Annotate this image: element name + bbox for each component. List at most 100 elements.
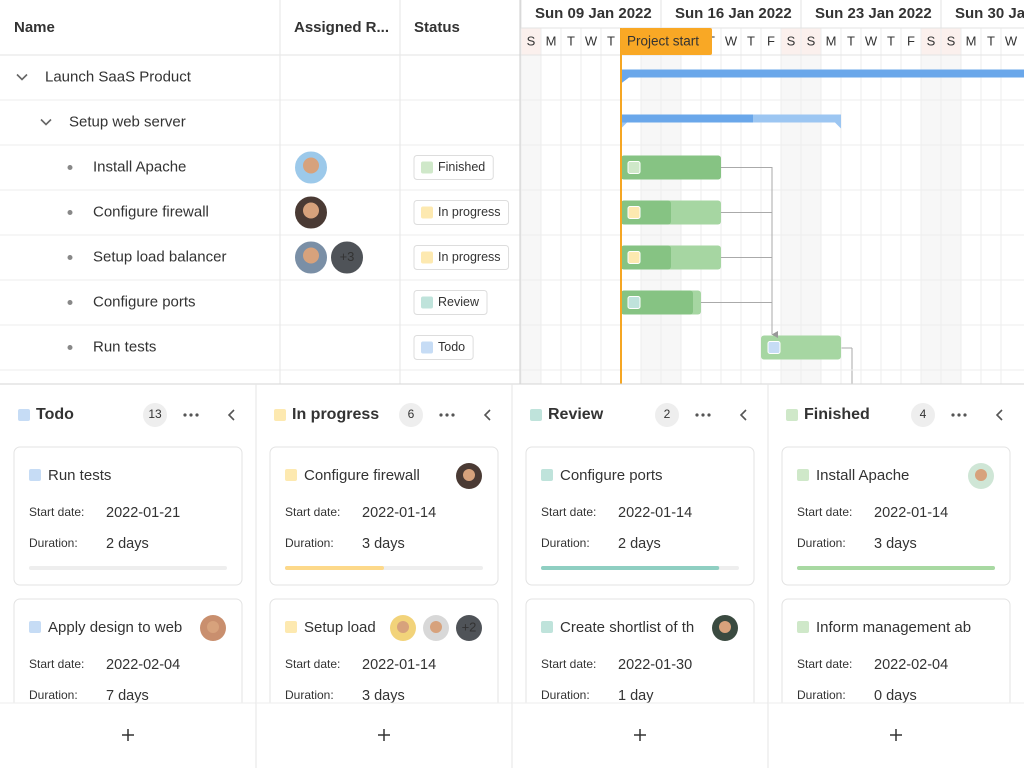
task-status-dot — [627, 161, 641, 174]
status-tag — [413, 245, 510, 270]
progress-fill — [285, 566, 384, 570]
start-label: Start date: — [541, 657, 596, 671]
add-button[interactable] — [634, 729, 646, 741]
day-label: S — [807, 33, 816, 48]
card-title: Configure ports — [560, 467, 663, 484]
column-title: In progress — [292, 406, 379, 423]
collapse-button[interactable] — [227, 409, 235, 421]
weekend-shade — [801, 28, 821, 55]
bullet — [67, 165, 73, 170]
gantt-bg — [0, 0, 1024, 384]
add-button[interactable] — [378, 729, 390, 741]
duration-value: 2 days — [618, 536, 661, 552]
day-label: T — [887, 33, 895, 48]
card[interactable] — [781, 598, 1011, 737]
avatar-face — [303, 247, 319, 264]
column-title: Finished — [804, 406, 870, 423]
collapse-button[interactable] — [995, 409, 1003, 421]
summary-progress — [621, 114, 753, 123]
day-label: T — [987, 33, 995, 48]
card-dot — [541, 621, 553, 633]
day-label: M — [966, 33, 977, 48]
progress-fill — [541, 566, 720, 570]
bullet — [67, 300, 73, 305]
count-badge — [655, 403, 679, 427]
menu-dot[interactable] — [695, 413, 699, 417]
duration-value: 2 days — [106, 536, 149, 552]
status-dot — [421, 251, 433, 264]
column-count: 13 — [148, 407, 162, 421]
duration-label: Duration: — [285, 536, 334, 550]
expand-toggle[interactable] — [16, 73, 28, 81]
avatar-face — [463, 469, 475, 481]
status-tag — [413, 155, 494, 180]
card-title: Install Apache — [816, 467, 909, 484]
expand-toggle[interactable] — [40, 118, 52, 126]
weekend-shade — [781, 28, 801, 55]
card-dot — [797, 621, 809, 633]
menu-dot[interactable] — [195, 413, 199, 417]
column-header: Status — [414, 19, 460, 36]
day-label: T — [747, 33, 755, 48]
bullet — [67, 255, 73, 260]
menu-dot[interactable] — [445, 413, 449, 417]
menu-dot[interactable] — [701, 413, 705, 417]
add-button[interactable] — [122, 729, 134, 741]
card[interactable] — [525, 598, 755, 737]
week-label: Sun 16 Jan 2022 — [675, 5, 792, 22]
card[interactable] — [269, 446, 499, 586]
status-label: Todo — [438, 340, 465, 354]
weekend-shade — [521, 55, 541, 384]
count-badge — [143, 403, 167, 427]
status-tag — [413, 200, 510, 225]
week-label: Sun 23 Jan 2022 — [815, 5, 932, 22]
day-label: T — [607, 33, 615, 48]
task-progress — [621, 155, 721, 180]
card-title: Apply design to web — [48, 619, 182, 636]
card-title: Create shortlist of th — [560, 619, 694, 636]
count-badge — [399, 403, 423, 427]
start-label: Start date: — [29, 657, 84, 671]
project-start-tag — [621, 28, 712, 55]
day-label: T — [847, 33, 855, 48]
menu-dot[interactable] — [439, 413, 443, 417]
avatar-face — [303, 157, 319, 174]
card[interactable] — [781, 446, 1011, 586]
menu-dot[interactable] — [951, 413, 955, 417]
avatar-face — [719, 621, 731, 633]
duration-label: Duration: — [285, 688, 334, 702]
card[interactable] — [525, 446, 755, 586]
status-label: In progress — [438, 205, 501, 219]
menu-dot[interactable] — [707, 413, 711, 417]
gantt-bars: Project start — [620, 28, 1024, 384]
connector — [701, 302, 772, 335]
menu-dot[interactable] — [189, 413, 193, 417]
duration-value: 0 days — [874, 688, 917, 704]
column-count: 4 — [920, 407, 927, 421]
column-header: Assigned R... — [294, 19, 389, 36]
menu-dot[interactable] — [963, 413, 967, 417]
day-label: W — [725, 33, 738, 48]
status-label: Finished — [438, 160, 485, 174]
menu-dot[interactable] — [957, 413, 961, 417]
menu-dot[interactable] — [183, 413, 187, 417]
task-status-dot — [627, 296, 641, 309]
collapse-button[interactable] — [483, 409, 491, 421]
card[interactable] — [13, 446, 243, 586]
card[interactable] — [13, 598, 243, 737]
task-name: Setup load balancer — [93, 248, 226, 265]
day-label: S — [527, 33, 536, 48]
duration-label: Duration: — [541, 536, 590, 550]
collapse-button[interactable] — [739, 409, 747, 421]
day-label: M — [826, 33, 837, 48]
add-button[interactable] — [890, 729, 902, 741]
card-dot — [29, 621, 41, 633]
menu-dot[interactable] — [451, 413, 455, 417]
start-label: Start date: — [541, 505, 596, 519]
column-dot — [530, 409, 542, 421]
card-dot — [285, 621, 297, 633]
weekend-shade — [941, 55, 961, 384]
card-dot — [285, 469, 297, 481]
avatar-more — [456, 615, 482, 641]
task-bar[interactable] — [761, 335, 841, 360]
